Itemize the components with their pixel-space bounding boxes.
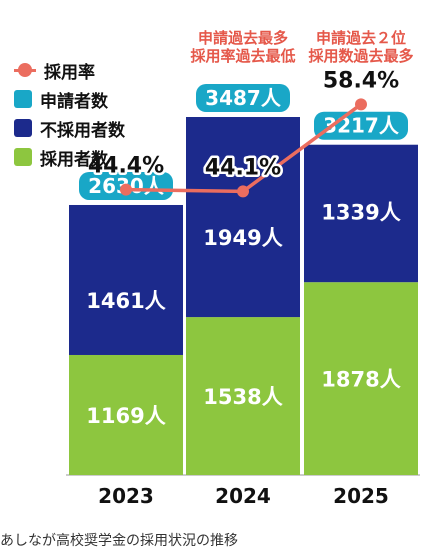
- x-tick-2025: 2025: [333, 484, 389, 508]
- annotation-2024-line-1: 申請過去最多: [198, 29, 288, 47]
- legend-applicants: 申請者数: [14, 87, 125, 112]
- chart-caption: あしなが高校奨学金の採用状況の推移: [0, 533, 238, 549]
- total-label-2025: 3217人: [323, 114, 400, 138]
- label-rejected-2023: 1461人: [86, 289, 165, 313]
- rate-label-2024: 44.1%: [205, 155, 281, 180]
- rate-point-2024: [237, 185, 249, 198]
- legend-adopted-swatch: [14, 148, 32, 166]
- legend-rate: 採用率: [14, 58, 125, 83]
- x-tick-2023: 2023: [98, 484, 154, 508]
- chart: 1169人1461人2630人20231538人1949人3487人202418…: [66, 29, 420, 508]
- label-rejected-2024: 1949人: [203, 226, 282, 250]
- annotation-2024-line-2: 採用率過去最低: [190, 47, 295, 65]
- legend: 採用率申請者数不採用者数採用者数: [14, 58, 125, 174]
- x-tick-2024: 2024: [215, 484, 271, 508]
- bar-adopted-2023: [69, 354, 183, 475]
- legend-adopted: 採用者数: [14, 145, 125, 170]
- legend-rejected-swatch: [14, 119, 32, 137]
- rate-point-2025: [355, 98, 367, 111]
- total-badge-2024: [196, 84, 290, 112]
- legend-rate-label: 採用率: [44, 62, 95, 83]
- label-rejected-2025: 1339人: [321, 200, 400, 224]
- label-adopted-2025: 1878人: [321, 368, 400, 392]
- legend-rejected: 不採用者数: [14, 116, 125, 141]
- label-adopted-2023: 1169人: [86, 404, 165, 428]
- legend-applicants-label: 申請者数: [40, 91, 108, 112]
- annotation-2025-line-2: 採用数過去最多: [308, 47, 413, 65]
- rate-label-2025: 58.4%: [323, 68, 399, 93]
- legend-rejected-label: 不採用者数: [40, 120, 125, 141]
- annotation-2025-line-1: 申請過去２位: [316, 29, 406, 47]
- bar-adopted-2025: [304, 282, 418, 475]
- legend-rate-swatch: [14, 61, 36, 79]
- bar-rejected-2025: [304, 144, 418, 283]
- legend-applicants-swatch: [14, 90, 32, 108]
- bar-rejected-2024: [186, 117, 300, 318]
- label-adopted-2024: 1538人: [203, 385, 282, 409]
- rate-point-2023: [120, 183, 132, 196]
- rate-label-2023: 44.4%: [88, 154, 164, 179]
- total-label-2024: 3487人: [205, 86, 282, 110]
- bar-rejected-2023: [69, 204, 183, 355]
- bar-adopted-2024: [186, 317, 300, 475]
- legend-adopted-label: 採用者数: [40, 149, 108, 170]
- total-badge-2025: [314, 111, 408, 140]
